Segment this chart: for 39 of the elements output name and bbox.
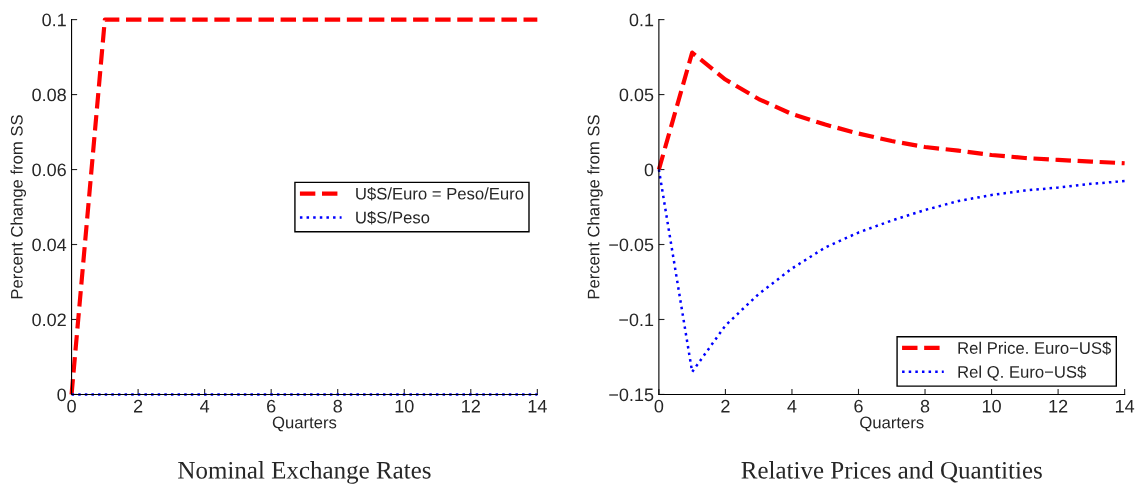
legend-label: U$S/Peso (356, 210, 430, 225)
x-tick-label: 4 (787, 399, 797, 413)
y-tick-label: 0.02 (32, 313, 66, 327)
x-tick-label: 4 (200, 399, 210, 413)
legend-label: Rel Q. Euro−US$ (958, 365, 1087, 381)
y-tick-label: 0 (644, 163, 654, 177)
y-tick-label: 0.1 (42, 13, 66, 27)
legend-label: U$S/Euro = Peso/Euro (356, 187, 524, 201)
y-tick-label: −0.05 (609, 238, 654, 252)
x-tick-label: 6 (854, 399, 863, 413)
y-tick-label: 0.08 (32, 88, 66, 102)
x-tick-label: 8 (920, 399, 930, 413)
x-tick-label: 10 (395, 399, 414, 413)
x-tick-label: 12 (1049, 399, 1068, 413)
x-tick-label: 0 (654, 399, 664, 413)
y-tick-label: −0.1 (619, 313, 654, 327)
x-tick-label: 10 (982, 399, 1001, 413)
line-series (656, 50, 1127, 172)
y-tick-label: 0.06 (32, 163, 66, 177)
x-tick-label: 6 (267, 399, 276, 413)
x-tick-label: 2 (133, 399, 143, 413)
y-tick-label: 0.05 (619, 88, 654, 102)
y-tick-label: 0.04 (32, 238, 67, 252)
x-tick-label: 14 (528, 399, 547, 413)
x-tick-label: 8 (333, 399, 342, 413)
x-tick-label: 12 (462, 399, 480, 413)
x-tick-label: 14 (1115, 399, 1135, 413)
y-tick-label: 0 (57, 388, 66, 402)
x-axis-title: Quarters (860, 416, 924, 432)
legend-label: Rel Price. Euro−US$ (958, 341, 1112, 355)
y-axis-title: Percent Change from SS (10, 115, 27, 299)
y-tick-label: 0.1 (629, 13, 654, 27)
text: Nominal Exchange Rates (178, 461, 431, 484)
text: Relative Prices and Quantities (741, 461, 1042, 483)
x-tick-label: 2 (721, 399, 730, 413)
x-axis-title: Quarters (272, 416, 337, 432)
x-tick-label: 0 (67, 399, 76, 413)
y-axis-title: Percent Change from SS (587, 115, 603, 299)
y-tick-label: −0.15 (609, 388, 654, 402)
